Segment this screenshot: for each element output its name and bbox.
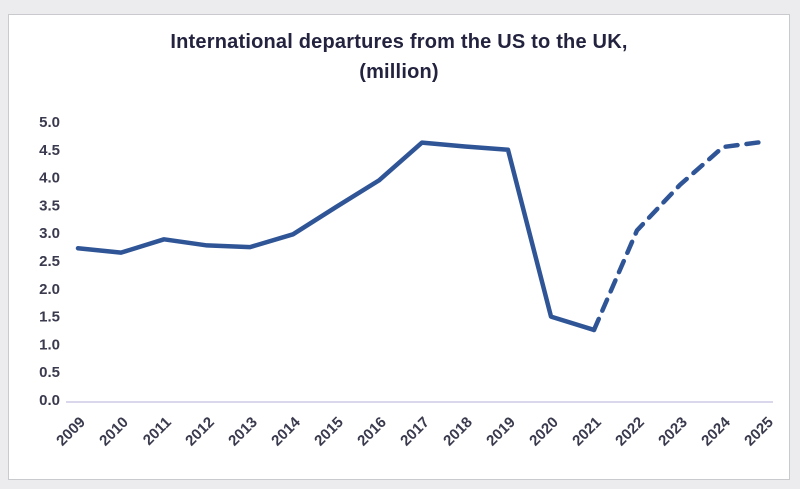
chart-title: International departures from the US to … (170, 31, 628, 53)
chart-card: International departures from the US to … (8, 14, 790, 480)
x-axis-tick-label: 2013 (225, 414, 261, 450)
x-axis-tick-label: 2024 (698, 413, 734, 449)
y-axis-tick-label: 0.0 (39, 392, 60, 409)
x-axis-tick-label: 2019 (483, 414, 519, 450)
x-axis-tick-label: 2014 (268, 413, 304, 449)
x-axis-tick-label: 2022 (612, 414, 648, 450)
y-axis-tick-label: 1.5 (39, 309, 60, 326)
x-axis-tick-label: 2012 (182, 414, 218, 450)
y-axis-tick-label: 2.0 (39, 281, 60, 298)
x-axis-tick-label: 2021 (569, 414, 605, 450)
x-axis-tick-label: 2016 (354, 414, 390, 450)
x-axis-tick-label: 2018 (440, 414, 476, 450)
chart-title-block: International departures from the US to … (9, 27, 789, 87)
y-axis-tick-label: 4.0 (39, 170, 60, 187)
x-axis-tick-label: 2010 (96, 414, 132, 450)
y-axis-tick-label: 2.5 (39, 253, 60, 270)
x-axis-tick-label: 2017 (397, 414, 433, 450)
y-axis-tick-label: 0.5 (39, 364, 60, 381)
x-axis-tick-label: 2020 (526, 414, 562, 450)
y-axis-tick-label: 5.0 (39, 114, 60, 131)
y-axis-tick-label: 4.5 (39, 142, 60, 159)
x-axis-tick-label: 2009 (53, 414, 89, 450)
x-axis-tick-label: 2025 (741, 414, 777, 450)
x-axis-tick-label: 2011 (140, 414, 175, 449)
series-line-actual (75, 140, 597, 333)
series-line-forecast (591, 139, 769, 333)
y-axis-tick-label: 3.0 (39, 225, 60, 242)
x-axis-tick-label: 2023 (655, 414, 691, 450)
chart-subtitle: (million) (359, 61, 439, 83)
x-axis-tick-label: 2015 (311, 414, 347, 450)
y-axis-tick-label: 3.5 (39, 197, 60, 214)
y-axis-tick-label: 1.0 (39, 336, 60, 353)
